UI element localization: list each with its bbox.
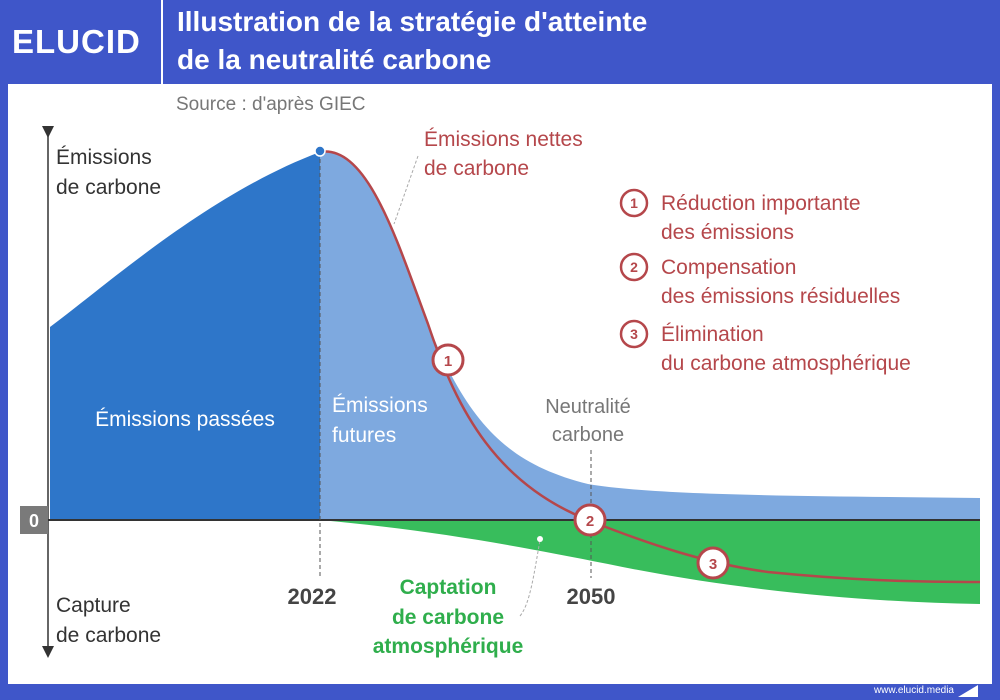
header: ELUCID Illustration de la stratégie d'at… (0, 0, 1000, 84)
past-emissions-label: Émissions passées (95, 408, 275, 431)
capture-pointer (519, 539, 541, 617)
net-emissions-line (319, 150, 981, 584)
net-emissions-label-2: de carbone (424, 157, 529, 180)
net-emissions-pointer (393, 155, 419, 225)
legend-item-1: 1 Réduction importante des émissions (619, 188, 861, 244)
footer-url: www.elucid.media (873, 685, 954, 696)
legend-item-3-number: 3 (630, 326, 638, 342)
capture-pointer-dot (537, 536, 543, 542)
past-emissions-area (50, 152, 320, 520)
marker-1: 1 (431, 343, 465, 377)
diagram-panel: 0 Source : d'après GIEC Émissions de car… (8, 84, 992, 684)
header-divider (161, 0, 163, 84)
legend-item-2-line2: des émissions résiduelles (661, 285, 900, 308)
peak-point (314, 145, 326, 157)
capture-label-3: atmosphérique (373, 635, 524, 658)
legend: 1 Réduction importante des émissions 2 C… (619, 188, 911, 375)
elucid-mark-icon (958, 685, 978, 697)
title-line-2: de la neutralité carbone (177, 44, 492, 75)
marker-2: 2 (573, 503, 607, 537)
carbon-capture-area (320, 520, 980, 604)
legend-item-1-line2: des émissions (661, 221, 794, 244)
legend-item-2-number: 2 (630, 259, 638, 275)
year-2050-label: 2050 (567, 584, 616, 609)
capture-label-2: de carbone (392, 606, 504, 629)
legend-item-3: 3 Élimination du carbone atmosphérique (619, 319, 911, 375)
zero-label: 0 (29, 511, 39, 531)
legend-item-2-line1: Compensation (661, 256, 796, 279)
title-line-1: Illustration de la stratégie d'atteinte (177, 6, 648, 37)
capture-axis-label-1: Capture (56, 594, 131, 617)
legend-item-3-line2: du carbone atmosphérique (661, 352, 911, 375)
marker-3-label: 3 (709, 556, 717, 573)
legend-item-2: 2 Compensation des émissions résiduelles (619, 252, 900, 308)
future-emissions-area (320, 151, 980, 520)
future-emissions-label-1: Émissions (332, 394, 428, 417)
marker-1-label: 1 (444, 353, 452, 370)
elucid-logo: ELUCID (12, 23, 141, 60)
neutrality-label-1: Neutralité (545, 396, 631, 418)
legend-item-1-line1: Réduction importante (661, 192, 861, 215)
neutrality-label-2: carbone (552, 424, 624, 446)
future-emissions-label-2: futures (332, 424, 396, 447)
legend-item-3-line1: Élimination (661, 323, 764, 346)
emissions-axis-label-2: de carbone (56, 176, 161, 199)
capture-label-1: Captation (400, 576, 497, 599)
net-emissions-label-1: Émissions nettes (424, 128, 583, 151)
legend-item-1-number: 1 (630, 195, 638, 211)
zero-box (20, 506, 48, 534)
marker-3: 3 (696, 546, 730, 580)
year-2022-label: 2022 (288, 584, 337, 609)
marker-2-label: 2 (586, 513, 594, 530)
source-note: Source : d'après GIEC (176, 94, 366, 115)
carbon-neutrality-diagram: 0 Source : d'après GIEC Émissions de car… (20, 94, 981, 658)
capture-axis-label-2: de carbone (56, 624, 161, 647)
emissions-axis-label-1: Émissions (56, 146, 152, 169)
